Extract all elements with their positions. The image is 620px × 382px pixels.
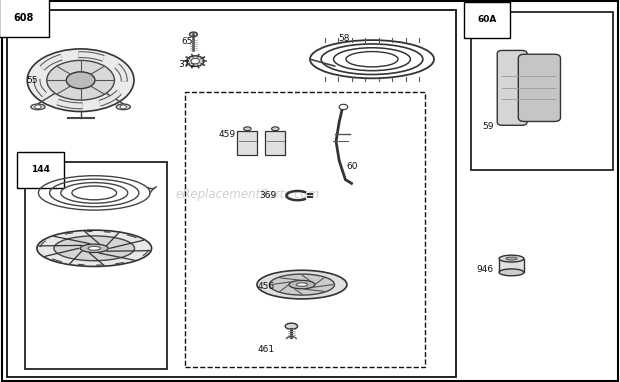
Ellipse shape [37, 230, 152, 267]
Bar [25, 162, 167, 369]
Ellipse shape [289, 280, 315, 289]
FancyBboxPatch shape [237, 131, 257, 155]
Circle shape [120, 105, 126, 109]
Text: 60: 60 [346, 162, 358, 171]
Text: 456: 456 [257, 282, 275, 291]
Text: 373: 373 [179, 60, 196, 69]
FancyBboxPatch shape [497, 50, 527, 125]
Text: 608: 608 [14, 13, 34, 23]
Ellipse shape [272, 127, 279, 131]
Ellipse shape [257, 270, 347, 299]
Circle shape [187, 56, 204, 66]
Ellipse shape [31, 104, 45, 110]
Text: 461: 461 [257, 345, 275, 354]
Ellipse shape [27, 49, 134, 112]
Text: 55: 55 [26, 76, 38, 85]
Bar [7, 10, 456, 377]
Ellipse shape [499, 255, 524, 262]
Text: 144: 144 [31, 165, 50, 175]
Text: 459: 459 [218, 130, 236, 139]
Ellipse shape [80, 244, 108, 253]
FancyBboxPatch shape [265, 131, 285, 155]
Ellipse shape [54, 236, 135, 261]
Circle shape [35, 105, 41, 109]
Ellipse shape [190, 32, 197, 37]
Text: eReplacementParts.com: eReplacementParts.com [176, 188, 320, 201]
Ellipse shape [116, 104, 130, 110]
Circle shape [339, 104, 348, 110]
FancyBboxPatch shape [518, 54, 560, 121]
Ellipse shape [88, 246, 100, 250]
Ellipse shape [506, 257, 517, 260]
Ellipse shape [66, 72, 95, 89]
Ellipse shape [285, 323, 298, 329]
Bar [185, 92, 425, 367]
Ellipse shape [244, 127, 251, 131]
Ellipse shape [46, 60, 115, 100]
Text: 65: 65 [181, 37, 193, 46]
Ellipse shape [269, 274, 335, 295]
Text: 59: 59 [482, 121, 494, 131]
Ellipse shape [296, 283, 308, 286]
Text: 946: 946 [476, 265, 494, 274]
Ellipse shape [499, 269, 524, 276]
Text: 60A: 60A [477, 15, 497, 24]
Text: 58: 58 [338, 34, 350, 43]
Circle shape [191, 58, 200, 64]
Text: 369: 369 [259, 191, 277, 200]
Bar [471, 12, 613, 170]
Bar [499, 259, 524, 272]
